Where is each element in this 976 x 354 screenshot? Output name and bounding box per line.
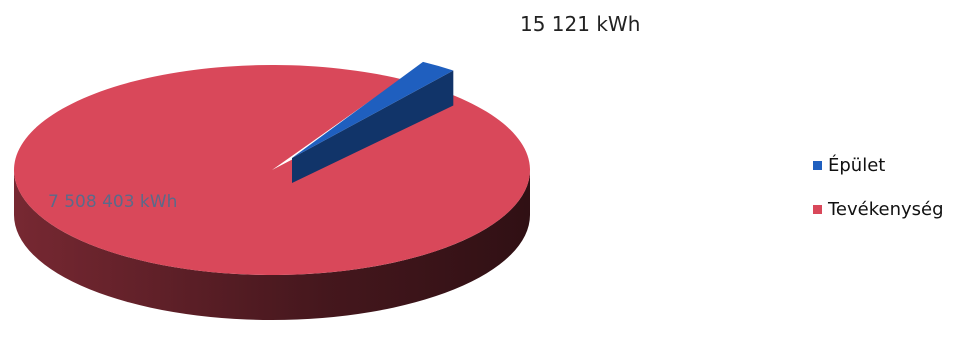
legend-label-epulet: Épület [828,154,886,176]
legend: Épület Tevékenység [813,152,944,240]
legend-swatch-epulet [813,160,822,170]
slice-epulet [292,61,454,158]
data-label-tevekenyseg: 7 508 403 kWh [48,192,177,212]
slice-side-epulet [292,70,454,183]
data-label-epulet: 15 121 kWh [520,12,640,36]
legend-label-tevekenyseg: Tevékenység [828,198,944,220]
slice-side-tevekenyseg [14,170,530,320]
legend-swatch-tevekenyseg [813,204,822,214]
legend-item-tevekenyseg: Tevékenység [813,196,944,222]
legend-item-epulet: Épület [813,152,944,178]
